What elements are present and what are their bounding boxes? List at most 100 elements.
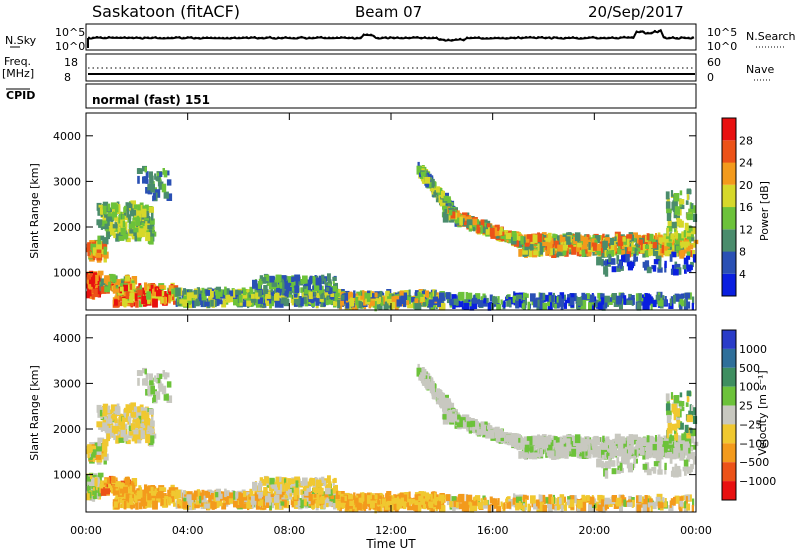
velocity-cell (121, 416, 125, 425)
velocity-cell (292, 484, 297, 490)
velocity-cell (125, 477, 130, 483)
velocity-cell (193, 503, 200, 509)
power-cell (429, 182, 432, 188)
power-cell (326, 282, 330, 287)
velocity-cell (333, 502, 337, 508)
power-cell (327, 273, 331, 282)
velocity-cell (148, 373, 153, 381)
power-cell (295, 278, 299, 286)
velocity-cell (110, 404, 117, 412)
power-cell (619, 260, 623, 269)
power-cell (115, 233, 120, 242)
power-cell (476, 224, 480, 234)
velocity-cell (188, 500, 194, 506)
power-cell (529, 244, 534, 251)
power-cell (370, 293, 376, 299)
power-cell (683, 303, 688, 310)
velocity-cell (420, 498, 425, 504)
velocity-cell (221, 502, 227, 510)
power-cell (646, 266, 652, 274)
colorbar-tick-label: 12 (739, 223, 753, 236)
power-cell (147, 225, 153, 230)
power-cell (443, 195, 449, 202)
velocity-cell (430, 494, 433, 501)
power-cell (156, 175, 161, 182)
power-cell (473, 294, 476, 300)
velocity-cell (103, 453, 109, 461)
power-cell (617, 249, 622, 255)
colorbar-tick-label: 24 (739, 157, 753, 170)
power-cell (598, 296, 603, 304)
power-cell (580, 300, 587, 310)
power-cell (441, 191, 445, 199)
velocity-cell (119, 504, 123, 509)
power-cell (636, 234, 642, 244)
cpid-panel: CPID normal (fast) 151 (6, 83, 697, 109)
velocity-cell (393, 497, 400, 504)
velocity-cell (430, 380, 435, 389)
velocity-cell (323, 480, 326, 487)
velocity-cell (308, 479, 313, 487)
power-cell (686, 188, 691, 195)
power-cell (662, 300, 668, 306)
power-cell (537, 299, 540, 307)
power-cell (274, 299, 280, 308)
velocity-cell (358, 503, 362, 511)
power-cell (478, 297, 481, 302)
velocity-cell (87, 453, 90, 459)
velocity-cell (153, 394, 156, 403)
power-cell (102, 201, 109, 210)
power-cell (192, 300, 195, 308)
power-cell (657, 300, 664, 307)
power-cell (284, 276, 287, 284)
velocity-cell (332, 478, 337, 483)
velocity-cell (195, 495, 198, 503)
power-cell (328, 282, 331, 288)
power-cell (104, 275, 110, 285)
velocity-cell (290, 487, 294, 493)
power-cell (560, 239, 564, 248)
power-cell (689, 226, 693, 232)
velocity-cell (310, 500, 315, 506)
velocity-cell (134, 411, 139, 420)
velocity-cell (212, 493, 217, 502)
power-cell (688, 208, 694, 217)
velocity-cell (141, 424, 146, 431)
power-cell (257, 297, 264, 304)
velocity-cell (313, 495, 320, 501)
power-cell (129, 283, 133, 290)
velocity-cell (179, 501, 184, 506)
velocity-cell (435, 388, 440, 395)
velocity-cell (145, 423, 148, 430)
velocity-cell (129, 431, 135, 436)
power-cell (602, 240, 608, 248)
power-cell (632, 297, 635, 305)
power-cell (586, 250, 592, 257)
velocity-cell (97, 472, 104, 478)
velocity-cell (320, 503, 325, 509)
velocity-cell (161, 492, 165, 499)
power-cell (588, 302, 592, 311)
colorbar-segment (722, 229, 736, 252)
power-cell (472, 225, 476, 232)
power-cell (313, 291, 317, 296)
power-cell (308, 291, 313, 300)
power-cell (608, 300, 613, 305)
power-cell (557, 244, 563, 252)
power-cell (335, 293, 338, 302)
beam-title: Beam 07 (355, 3, 422, 21)
power-cell (119, 296, 123, 302)
power-cell (363, 292, 367, 300)
power-cell (541, 292, 546, 301)
velocity-cell (137, 377, 140, 386)
power-cell (249, 286, 254, 295)
power-cell (147, 296, 151, 305)
power-cell (263, 285, 268, 294)
power-cell (649, 234, 654, 240)
velocity-cell (171, 495, 175, 502)
power-cell (88, 252, 93, 259)
power-cell (597, 236, 600, 242)
velocity-cell (313, 493, 317, 498)
ytick-label: 1000 (53, 267, 81, 280)
power-cell (554, 303, 557, 309)
